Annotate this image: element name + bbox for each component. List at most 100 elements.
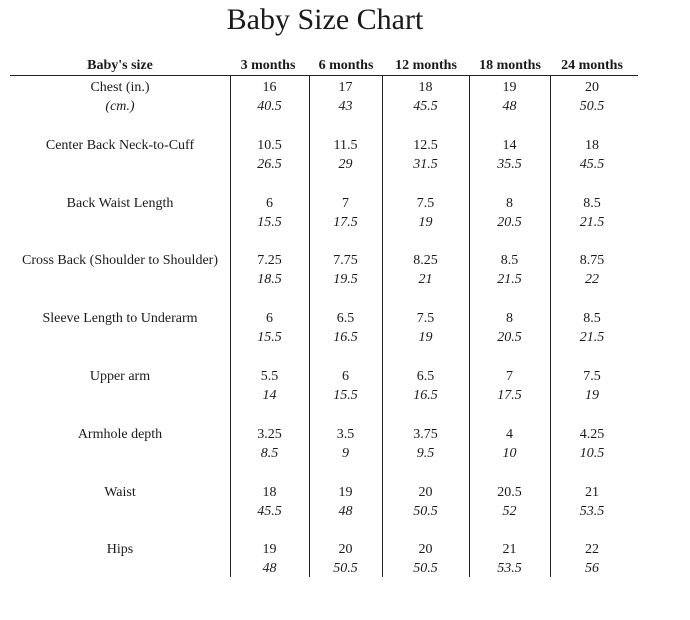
column-divider [550,76,551,577]
cm-value: 52 [502,504,517,519]
table-cell: 3.25 8.5 [230,425,309,463]
cm-value: 16.5 [333,330,358,345]
cm-value: 43 [338,99,353,114]
cm-value: 50.5 [413,561,438,576]
measurement-name: Upper arm [89,369,151,384]
inch-value: 20 [418,542,433,557]
header-size-3-months: 3 months [240,58,296,73]
measurement-name: Cross Back (Shoulder to Shoulder) [22,253,218,268]
table-row: Sleeve Length to Underarm 6 15.5 6.5 16.5 7.5… [0,309,690,349]
header-label: Baby's size [87,58,153,73]
cm-value: 19 [418,215,433,230]
table-cell: 20.5 52 [469,483,550,521]
table-cell: 8.75 22 [550,251,634,289]
table-cell: 18 45.5 [230,483,309,521]
cm-value: 21.5 [579,215,605,230]
measurement-name: Chest (in.) [90,80,150,95]
table-cell: 7.25 18.5 [230,251,309,289]
row-label: Sleeve Length to Underarm [0,309,240,328]
cm-value: 20.5 [497,215,522,230]
measurement-name: Sleeve Length to Underarm [42,311,198,326]
inch-value: 20.5 [497,485,522,500]
table-cell: 20 50.5 [550,78,634,116]
inch-value: 17 [338,80,353,95]
table-cell: 8.5 21.5 [550,309,634,347]
table-cell: 12.5 31.5 [382,136,469,174]
table-cell: 8.5 21.5 [550,194,634,232]
cm-value: 45.5 [257,504,282,519]
table-cell: 21 53.5 [550,483,634,521]
cm-value: 21.5 [579,330,605,345]
cm-value: 48 [502,99,517,114]
cm-value: 17.5 [333,215,358,230]
table-cell: 7.75 19.5 [309,251,382,289]
cm-value: 29 [338,157,353,172]
cm-value: 9 [342,446,349,461]
inch-value: 3.5 [336,427,355,442]
inch-value: 12.5 [413,138,438,153]
cm-value: 10.5 [579,446,605,461]
inch-value: 22 [585,542,599,557]
table-row: Back Waist Length 6 15.5 7 17.5 7.5 19 8 20.5 8.5… [0,194,690,234]
table-cell: 6 15.5 [230,194,309,232]
cm-value: 26.5 [257,157,282,172]
cm-value: 50.5 [413,504,438,519]
measurement-name: Center Back Neck-to-Cuff [45,138,195,153]
cm-value: 48 [338,504,353,519]
table-cell: 19 48 [230,540,309,578]
inch-value: 7 [342,196,349,211]
cm-value: 31.5 [413,157,438,172]
inch-value: 6 [342,369,349,384]
cm-value: 45.5 [413,99,438,114]
table-cell: 20 50.5 [309,540,382,578]
inch-value: 14 [502,138,517,153]
cm-value: 17.5 [497,388,522,403]
inch-value: 8.25 [413,253,438,268]
row-label: Upper arm [0,367,240,386]
inch-value: 7.75 [333,253,358,268]
inch-value: 4 [506,427,513,442]
row-label: Waist [0,483,240,502]
inch-value: 4.25 [579,427,605,442]
inch-value: 8.5 [583,196,601,211]
cm-value: 45.5 [579,157,605,172]
inch-value: 19 [262,542,277,557]
cm-value: 15.5 [257,330,282,345]
inch-value: 18 [418,80,433,95]
inch-value: 7.5 [583,369,601,384]
inch-value: 3.75 [413,427,438,442]
cm-value: 53.5 [579,504,605,519]
inch-value: 6 [266,196,273,211]
cm-value: 21.5 [497,272,522,287]
table-cell: 6 15.5 [230,309,309,347]
table-cell: 17 43 [309,78,382,116]
inch-value: 7.25 [257,253,282,268]
table-cell: 6.5 16.5 [382,367,469,405]
row-label: Center Back Neck-to-Cuff [0,136,240,155]
header-size-12-months: 12 months [395,58,457,73]
table-cell: 16 40.5 [230,78,309,116]
cm-value: 50.5 [333,561,358,576]
table-cell: 8 20.5 [469,309,550,347]
header-rule [10,75,638,76]
table-cell: 6.5 16.5 [309,309,382,347]
cm-value: 21 [418,272,433,287]
column-divider [382,76,383,577]
table-cell: 19 48 [469,78,550,116]
cm-value: 56 [585,561,599,576]
inch-value: 21 [585,485,599,500]
table-cell: 4 10 [469,425,550,463]
inch-value: 6.5 [416,369,435,384]
table-row: Cross Back (Shoulder to Shoulder) 7.25 18.… [0,251,690,291]
table-cell: 19 48 [309,483,382,521]
table-cell: 7 17.5 [309,194,382,232]
column-divider [469,76,470,577]
cm-value: 48 [262,561,277,576]
table-cell: 10.5 26.5 [230,136,309,174]
cm-value: 14 [262,388,277,403]
table-cell: 8.5 21.5 [469,251,550,289]
table-row: Armhole depth 3.25 8.5 3.5 9 3.75 9.5 4 10 4.25 10… [0,425,690,465]
column-divider [309,76,310,577]
table-cell: 5.5 14 [230,367,309,405]
table-row: Waist 18 45.5 19 48 20 50.5 20.5 52 21 53.5 [0,483,690,523]
